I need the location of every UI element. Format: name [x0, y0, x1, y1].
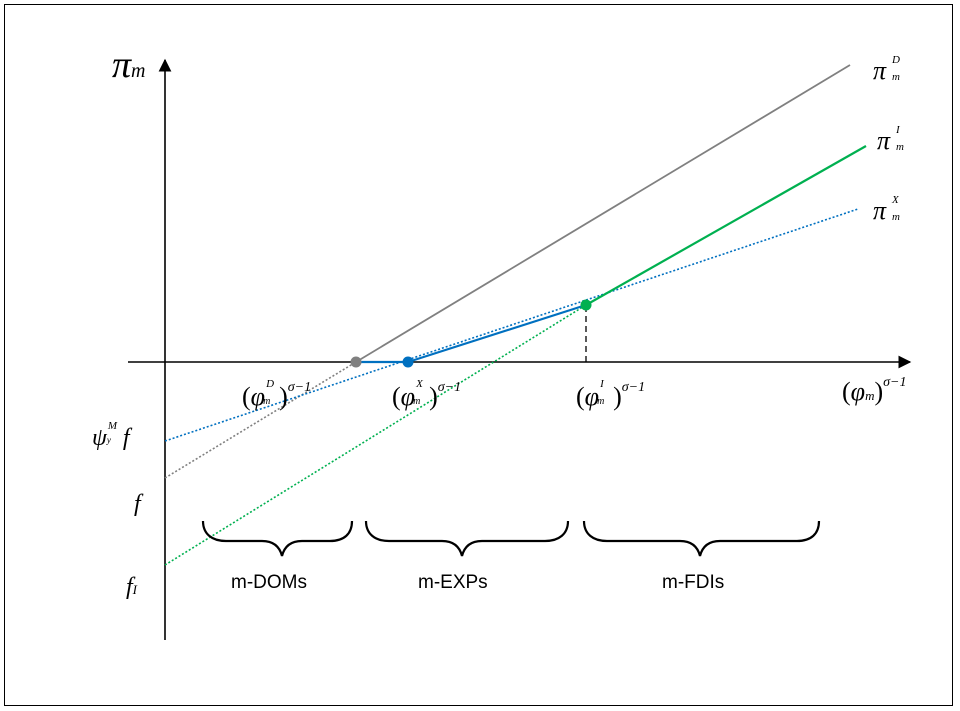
fdi-profit-dotted-extension	[164, 304, 587, 566]
domestic-profit-label: π D m	[873, 54, 900, 85]
domestic-threshold-point	[350, 356, 362, 368]
domestic-profit-dotted-extension	[164, 361, 357, 479]
figure-frame	[4, 4, 953, 706]
brace-m-doms	[201, 520, 354, 557]
brace-m-fdis	[582, 520, 821, 557]
group-label-m-fdis: m-FDIs	[662, 572, 725, 593]
y-axis-label-sub: m	[131, 60, 146, 82]
group-label-m-doms: m-DOMs	[231, 572, 307, 593]
fdi-intercept-label: fI	[126, 574, 138, 600]
x-axis-label: (φm)σ−1	[842, 375, 907, 406]
export-threshold-point	[402, 356, 414, 368]
export-profit-dotted-line	[164, 208, 859, 442]
export-profit-label: π X m	[873, 194, 900, 225]
fdi-threshold-point	[580, 299, 592, 311]
group-label-m-exps: m-EXPs	[418, 572, 488, 593]
domestic-profit-line	[355, 64, 851, 363]
brace-m-exps	[364, 520, 570, 557]
fdi-profit-line	[585, 145, 867, 306]
y-axis-label: πm	[112, 44, 146, 86]
domestic-intercept-label: f	[134, 491, 141, 517]
export-profit-segment	[407, 303, 587, 364]
fdi-profit-label: π I m	[877, 124, 904, 155]
